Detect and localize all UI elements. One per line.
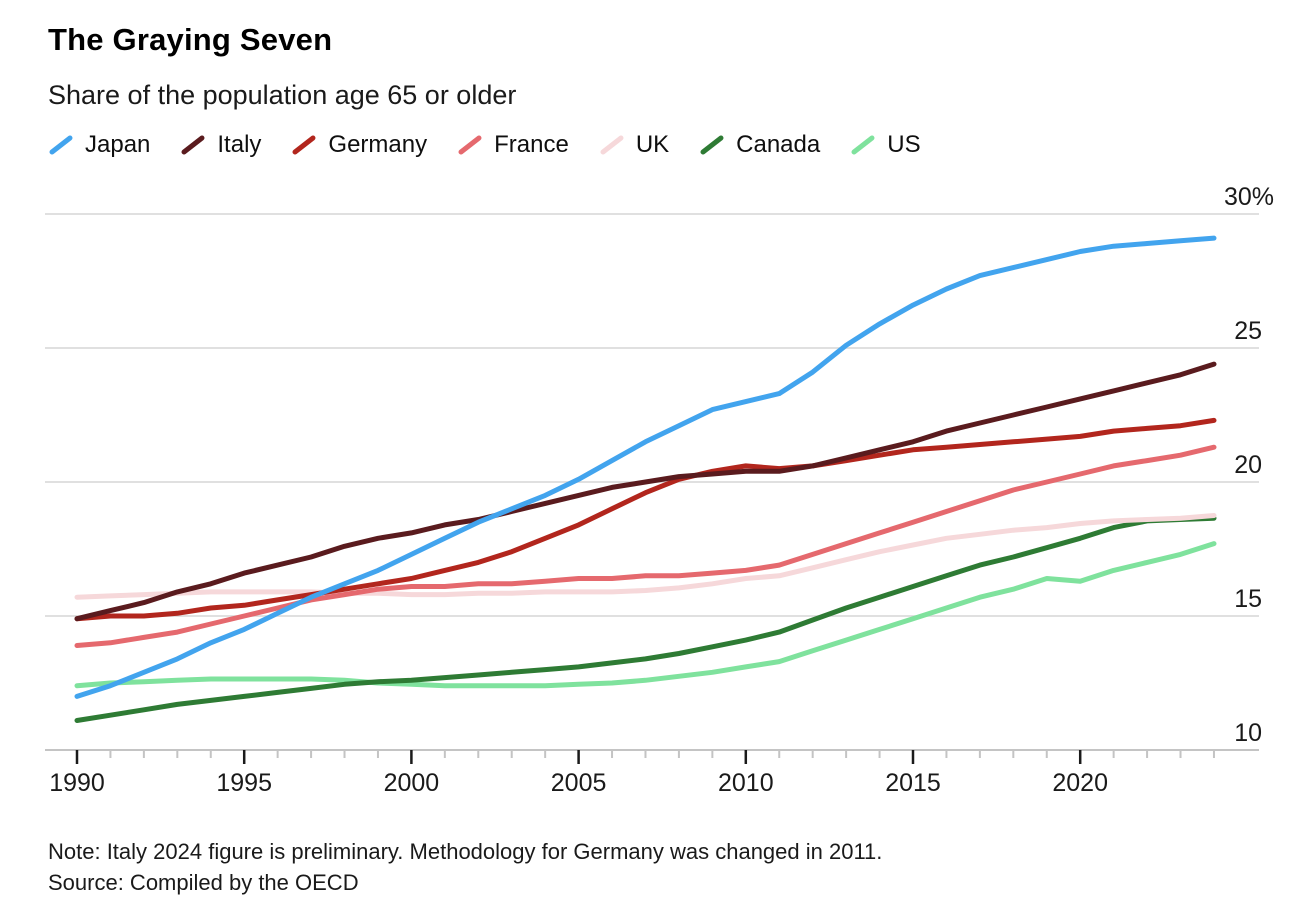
legend-label: Germany <box>328 131 428 158</box>
y-tick-label-15: 15 <box>1234 585 1262 613</box>
chart-subtitle: Share of the population age 65 or older <box>48 80 517 110</box>
legend: Japan Italy Germany France UK Canada US <box>48 131 921 159</box>
legend-swatch-icon <box>851 135 875 155</box>
chart-line-us <box>74 541 1217 689</box>
chart-line-france <box>74 444 1217 648</box>
legend-swatch-icon <box>49 135 73 155</box>
x-tick-label-2015: 2015 <box>885 769 941 797</box>
x-tick-label-1990: 1990 <box>49 769 105 797</box>
y-tick-label-20: 20 <box>1234 451 1262 479</box>
chart-line-germany <box>74 417 1217 622</box>
legend-item-uk: UK <box>599 131 669 159</box>
legend-label: US <box>887 131 921 158</box>
legend-swatch-icon <box>181 135 205 155</box>
legend-swatch-icon <box>458 135 482 155</box>
legend-item-us: US <box>850 131 921 159</box>
y-tick-label-10: 10 <box>1234 719 1262 747</box>
legend-item-canada: Canada <box>699 131 820 159</box>
legend-swatch-icon <box>700 135 724 155</box>
x-tick-label-2005: 2005 <box>551 769 607 797</box>
legend-label: France <box>494 131 569 158</box>
y-tick-label-25: 25 <box>1234 317 1262 345</box>
y-tick-label-30: 30% <box>1224 183 1274 211</box>
legend-item-germany: Germany <box>291 131 427 159</box>
legend-label: Canada <box>736 131 821 158</box>
chart-line-japan <box>74 235 1217 699</box>
x-tick-label-1995: 1995 <box>216 769 272 797</box>
x-tick-label-2010: 2010 <box>718 769 774 797</box>
chart-source: Source: Compiled by the OECD <box>48 870 359 895</box>
x-tick-label-2020: 2020 <box>1052 769 1108 797</box>
legend-label: UK <box>635 131 670 158</box>
legend-swatch-icon <box>600 135 624 155</box>
chart-line-italy <box>74 361 1217 622</box>
x-tick-label-2000: 2000 <box>384 769 440 797</box>
chart-line-canada <box>74 515 1217 723</box>
legend-label: Japan <box>85 131 151 158</box>
legend-item-japan: Japan <box>48 131 150 159</box>
legend-swatch-icon <box>292 135 316 155</box>
chart-note: Note: Italy 2024 figure is preliminary. … <box>48 839 883 864</box>
legend-item-italy: Italy <box>180 131 261 159</box>
chart-line-uk <box>74 513 1217 600</box>
chart-title: The Graying Seven <box>48 22 333 57</box>
legend-label: Italy <box>217 131 262 158</box>
legend-item-france: France <box>457 131 569 159</box>
chart-footer: Note: Italy 2024 figure is preliminary. … <box>48 836 882 898</box>
